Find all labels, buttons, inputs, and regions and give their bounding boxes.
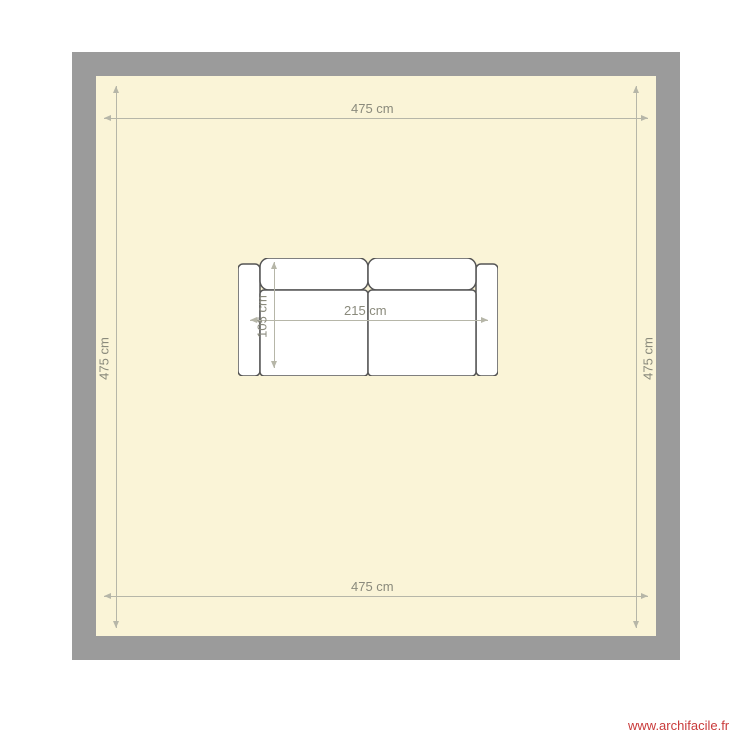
wall-right [656,52,680,660]
wall-top [72,52,680,76]
watermark: www.archifacile.fr [628,718,729,733]
dimension-label: 475 cm [351,101,394,116]
dimension-label: 475 cm [641,333,656,383]
dimension-label: 105 cm [255,291,270,341]
wall-bottom [72,636,680,660]
floorplan-stage: 475 cm 475 cm 475 cm 475 cm 215 cm 105 c… [0,0,750,750]
wall-left [72,52,96,660]
dimension-label: 215 cm [344,303,387,318]
dimension-label: 475 cm [97,333,112,383]
dimension-label: 475 cm [351,579,394,594]
